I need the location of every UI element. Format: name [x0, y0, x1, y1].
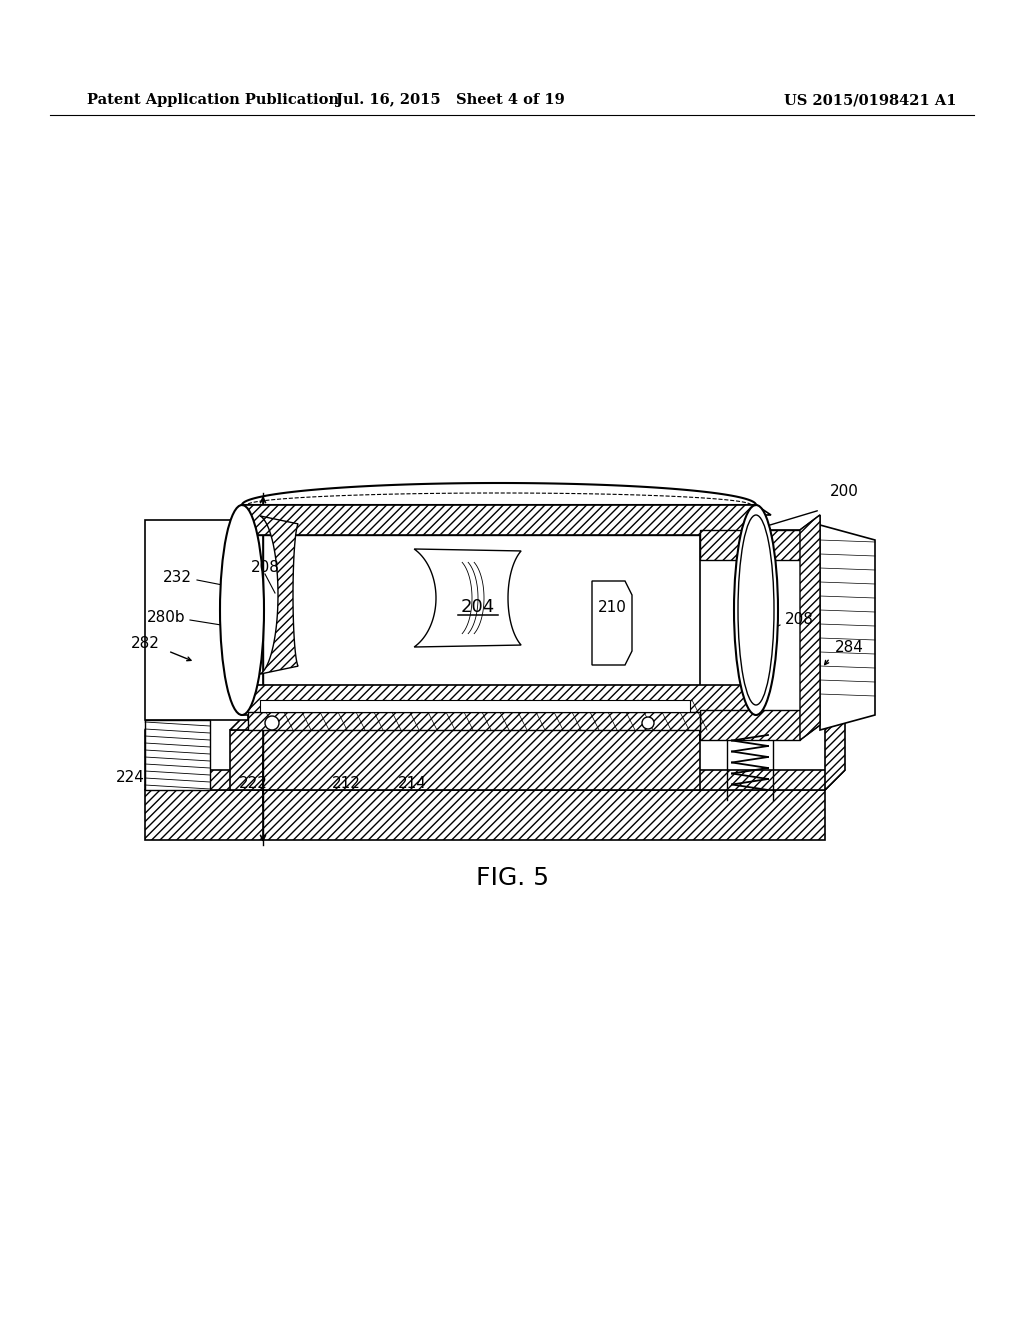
Polygon shape — [700, 515, 820, 741]
Polygon shape — [700, 531, 800, 560]
Polygon shape — [242, 506, 771, 515]
Polygon shape — [820, 525, 874, 730]
Text: Jul. 16, 2015   Sheet 4 of 19: Jul. 16, 2015 Sheet 4 of 19 — [336, 92, 564, 107]
Text: 284: 284 — [835, 640, 864, 656]
Polygon shape — [145, 719, 210, 789]
Text: 282: 282 — [131, 635, 160, 651]
Text: Patent Application Publication: Patent Application Publication — [87, 92, 339, 107]
Ellipse shape — [734, 506, 778, 715]
Text: 280b: 280b — [146, 610, 185, 624]
Text: 210: 210 — [598, 599, 627, 615]
Polygon shape — [242, 506, 756, 535]
Text: 214: 214 — [397, 776, 426, 791]
Text: US 2015/0198421 A1: US 2015/0198421 A1 — [783, 92, 956, 107]
Polygon shape — [145, 789, 825, 840]
Polygon shape — [825, 710, 845, 789]
Text: 232: 232 — [163, 569, 193, 585]
Circle shape — [642, 717, 654, 729]
Text: 224: 224 — [116, 771, 145, 785]
Polygon shape — [145, 520, 248, 719]
Polygon shape — [260, 700, 690, 711]
Polygon shape — [800, 515, 820, 741]
Circle shape — [265, 715, 279, 730]
Polygon shape — [145, 710, 165, 789]
Polygon shape — [145, 770, 845, 789]
Text: 200: 200 — [830, 484, 859, 499]
Polygon shape — [592, 581, 632, 665]
Polygon shape — [230, 711, 718, 730]
Polygon shape — [414, 549, 521, 647]
Text: 208: 208 — [251, 560, 280, 574]
Ellipse shape — [220, 506, 264, 715]
Polygon shape — [230, 730, 700, 789]
Text: 208: 208 — [785, 612, 814, 627]
Polygon shape — [242, 535, 756, 685]
Text: FIG. 5: FIG. 5 — [475, 866, 549, 890]
Text: 204: 204 — [461, 598, 496, 616]
Polygon shape — [260, 516, 298, 675]
Text: 222: 222 — [239, 776, 267, 791]
Polygon shape — [248, 711, 700, 730]
Polygon shape — [242, 685, 756, 715]
Polygon shape — [700, 710, 800, 741]
Text: 212: 212 — [332, 776, 360, 791]
Ellipse shape — [738, 515, 774, 705]
